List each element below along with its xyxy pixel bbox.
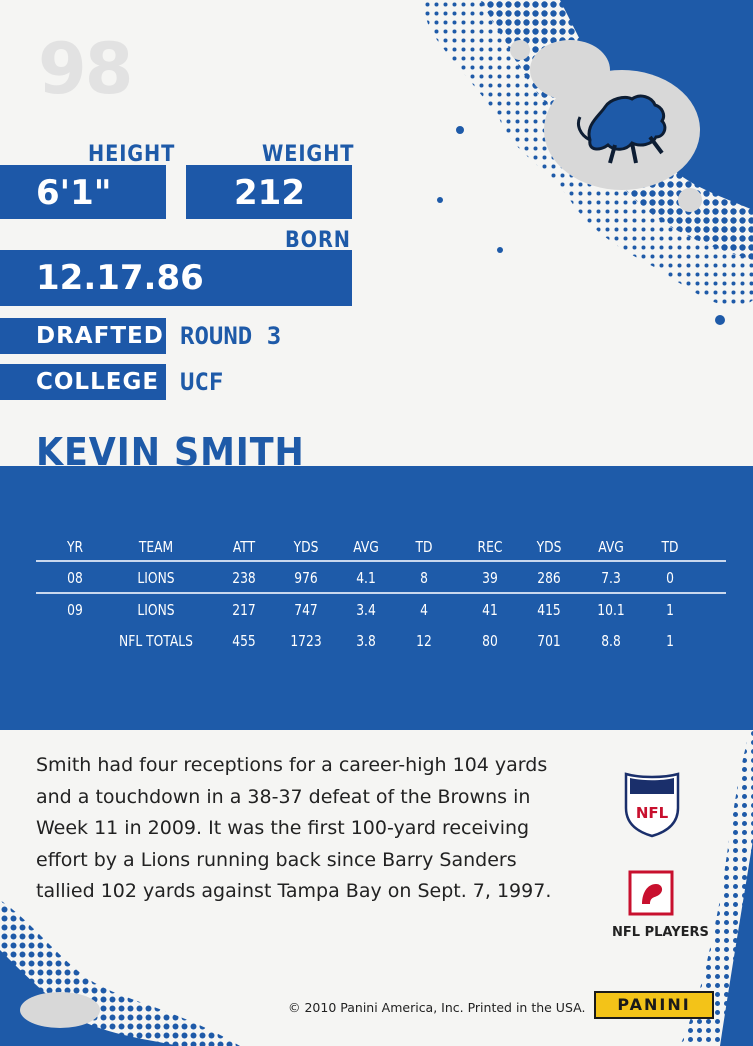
card-number: 98 [38,28,133,110]
header-td: TD [415,538,433,556]
cell-team: NFL TOTALS [119,632,193,650]
cell-avg: 3.4 [356,601,376,619]
cell-rec: 39 [482,569,498,587]
cell-rec-avg: 10.1 [597,601,625,619]
paint-splatter-bottom-right [680,720,753,1046]
cell-att: 455 [232,632,256,650]
cell-td: 12 [416,632,432,650]
cell-att: 238 [232,569,256,587]
cell-rec-td: 0 [666,569,674,587]
height-box: 6'1" [0,165,166,219]
cell-att: 217 [232,601,256,619]
bio-line: effort by a Lions running back since Bar… [36,848,517,871]
header-avg: AVG [353,538,379,556]
cell-avg: 3.8 [356,632,376,650]
cell-rec-avg: 7.3 [601,569,621,587]
born-value: 12.17.86 [36,258,204,298]
cell-yds: 747 [294,601,318,619]
height-value: 6'1" [36,173,112,213]
college-label: COLLEGE [36,369,160,395]
paint-splatter-top-right [420,0,753,325]
table-divider [36,560,726,562]
nfl-players-label: NFL PLAYERS [612,925,709,940]
cell-rec: 41 [482,601,498,619]
bio-line: Week 11 in 2009. It was the first 100-ya… [36,817,530,839]
cell-td: 4 [420,601,428,619]
cell-rec-td: 1 [666,601,674,619]
player-bio: Smith had four receptions for a career-h… [36,750,556,908]
header-rec-td: TD [661,538,679,556]
table-divider [36,592,726,594]
header-rec-yds: YDS [536,538,562,556]
born-box: 12.17.86 [0,250,352,306]
nfl-shield-icon: NFL [624,772,680,838]
cell-yr: 08 [67,569,83,587]
cell-yds: 976 [294,569,318,587]
bio-line: and a touchdown in a 38-37 defeat of the… [36,785,531,808]
nfl-logo-text: NFL [636,804,669,822]
stats-panel: YR TEAM ATT YDS AVG TD REC YDS AVG TD 08… [0,466,753,730]
paint-splatter-bottom-left [0,900,240,1046]
college-box: COLLEGE [0,364,166,400]
header-rec: REC [477,538,503,556]
table-row: 08 LIONS 238 976 4.1 8 39 286 7.3 0 [0,565,753,591]
table-row: 09 LIONS 217 747 3.4 4 41 415 10.1 1 [0,597,753,623]
born-label: BORN [285,228,351,253]
college-value: UCF [180,368,224,396]
bio-line: Smith had four receptions for a career-h… [36,754,548,776]
header-yr: YR [66,538,84,556]
cell-yds: 1723 [290,632,322,650]
copyright-text: © 2010 Panini America, Inc. Printed in t… [288,1000,586,1015]
cell-avg: 4.1 [356,569,376,587]
weight-value: 212 [234,173,305,213]
cell-rec: 80 [482,632,498,650]
cell-rec-td: 1 [666,632,674,650]
nfl-players-logo-icon [628,870,674,916]
lions-logo-icon [576,94,667,164]
header-team: TEAM [138,538,174,556]
cell-rec-yds: 286 [537,569,561,587]
drafted-box: DRAFTED [0,318,166,354]
table-totals-row: NFL TOTALS 455 1723 3.8 12 80 701 8.8 1 [0,628,753,654]
header-rec-avg: AVG [598,538,624,556]
height-label: HEIGHT [88,142,176,167]
drafted-label: DRAFTED [36,323,164,349]
header-att: ATT [232,538,256,556]
weight-box: 212 [186,165,352,219]
cell-td: 8 [420,569,428,587]
weight-label: WEIGHT [262,142,355,167]
cell-rec-avg: 8.8 [601,632,621,650]
cell-rec-yds: 415 [537,601,561,619]
panini-logo: PANINI [594,991,714,1019]
drafted-value: ROUND 3 [180,322,282,350]
cell-yr: 09 [67,601,83,619]
cell-team: LIONS [137,569,175,587]
cell-rec-yds: 701 [537,632,561,650]
cell-team: LIONS [137,601,175,619]
bio-line: tallied 102 yards against Tampa Bay on S… [36,880,552,902]
table-header-row: YR TEAM ATT YDS AVG TD REC YDS AVG TD [0,534,753,560]
header-yds: YDS [293,538,319,556]
